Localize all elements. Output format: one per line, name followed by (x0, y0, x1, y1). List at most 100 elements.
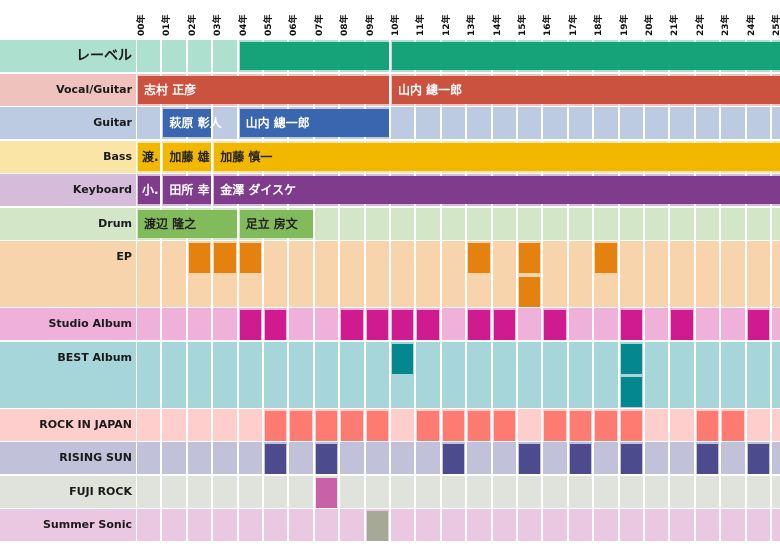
grid-cell (772, 241, 780, 307)
grid-cell (594, 207, 618, 240)
grid-cell (314, 509, 339, 541)
grid-cell (467, 442, 491, 474)
grid-cell (238, 475, 262, 508)
grid-cell (137, 408, 161, 441)
year-tick-label: 08年 (340, 14, 351, 36)
best-mark (620, 377, 642, 407)
grid-cell (391, 107, 415, 139)
grid-cell (746, 241, 770, 307)
studio-mark (671, 310, 693, 340)
grid-cell (695, 107, 720, 139)
grid-cell (391, 509, 415, 541)
year-tick-label: 18年 (594, 14, 605, 36)
member-bar: 足立 房文 (239, 209, 313, 238)
best-mark (392, 343, 414, 374)
grid-cell (365, 475, 389, 508)
grid-cell (721, 341, 745, 408)
ep-mark (214, 243, 236, 273)
rij-mark (265, 410, 287, 441)
member-bar: 山内 總一郎 (392, 75, 780, 104)
grid-cell (441, 207, 466, 240)
grid-cell (137, 241, 161, 307)
grid-cell (518, 408, 542, 441)
grid-cell (670, 107, 694, 139)
row-label-guitar: Guitar (0, 107, 136, 139)
row-label-keyboard: Keyboard (0, 174, 136, 206)
grid-cell (441, 475, 466, 508)
grid-cell (314, 341, 339, 408)
grid-cell (645, 207, 669, 240)
grid-cell (467, 475, 491, 508)
grid-cell (391, 475, 415, 508)
grid-cell (721, 509, 745, 541)
member-bar: 加藤 雄 (163, 142, 212, 171)
grid-cell (695, 341, 720, 408)
studio-mark (468, 310, 490, 340)
member-bar: 志村 正彦 (138, 75, 389, 104)
grid-cell (340, 509, 364, 541)
grid-cell (162, 341, 186, 408)
grid-cell (670, 408, 694, 441)
grid-cell (416, 241, 440, 307)
grid-cell (670, 475, 694, 508)
ep-mark (468, 243, 490, 273)
grid-cell (772, 207, 780, 240)
grid-cell (137, 442, 161, 474)
grid-cell (264, 241, 288, 307)
grid-cell (365, 241, 389, 307)
grid-cell (568, 509, 593, 541)
grid-cell (568, 475, 593, 508)
grid-cell (467, 107, 491, 139)
grid-cell (137, 341, 161, 408)
studio-mark (417, 310, 439, 340)
grid-cell (670, 509, 694, 541)
grid-cell (314, 207, 339, 240)
member-bar (392, 42, 780, 70)
summer-mark (366, 511, 388, 541)
year-tick-label: 11年 (416, 14, 427, 36)
rising-mark (569, 444, 592, 474)
grid-cell (772, 341, 780, 408)
grid-cell (467, 207, 491, 240)
grid-cell (619, 107, 643, 139)
member-bar: 金澤 ダイスケ (214, 176, 780, 204)
studio-mark (265, 310, 287, 340)
grid-cell (441, 308, 466, 340)
rij-mark (544, 410, 566, 441)
grid-cell (645, 107, 669, 139)
member-bar: 小. (138, 176, 161, 204)
grid-cell (695, 241, 720, 307)
grid-cell (441, 107, 466, 139)
member-bar: 萩原 彰人 (163, 109, 222, 137)
grid-cell (289, 509, 313, 541)
grid-cell (645, 241, 669, 307)
grid-cell (441, 509, 466, 541)
grid-cell (416, 341, 440, 408)
grid-cell (238, 341, 262, 408)
grid-cell (340, 341, 364, 408)
year-tick-label: 02年 (187, 14, 198, 36)
grid-cell (772, 442, 780, 474)
fuji-mark (315, 477, 338, 508)
grid-cell (543, 107, 567, 139)
grid-cell (162, 241, 186, 307)
grid-cell (645, 308, 669, 340)
grid-cell (238, 408, 262, 441)
grid-cell (670, 207, 694, 240)
year-tick-label: 14年 (492, 14, 503, 36)
grid-cell (492, 475, 516, 508)
studio-mark (493, 310, 515, 340)
row-label-drum: Drum (0, 207, 136, 240)
grid-cell (162, 40, 186, 72)
grid-cell (492, 341, 516, 408)
studio-mark (366, 310, 388, 340)
grid-cell (772, 308, 780, 340)
grid-cell (162, 408, 186, 441)
grid-cell (467, 509, 491, 541)
year-tick-label: 05年 (264, 14, 274, 36)
year-tick-label: 12年 (441, 14, 452, 36)
member-bar: 田所 幸 (163, 176, 212, 204)
grid-cell (721, 308, 745, 340)
year-tick-label: 10年 (391, 14, 401, 36)
